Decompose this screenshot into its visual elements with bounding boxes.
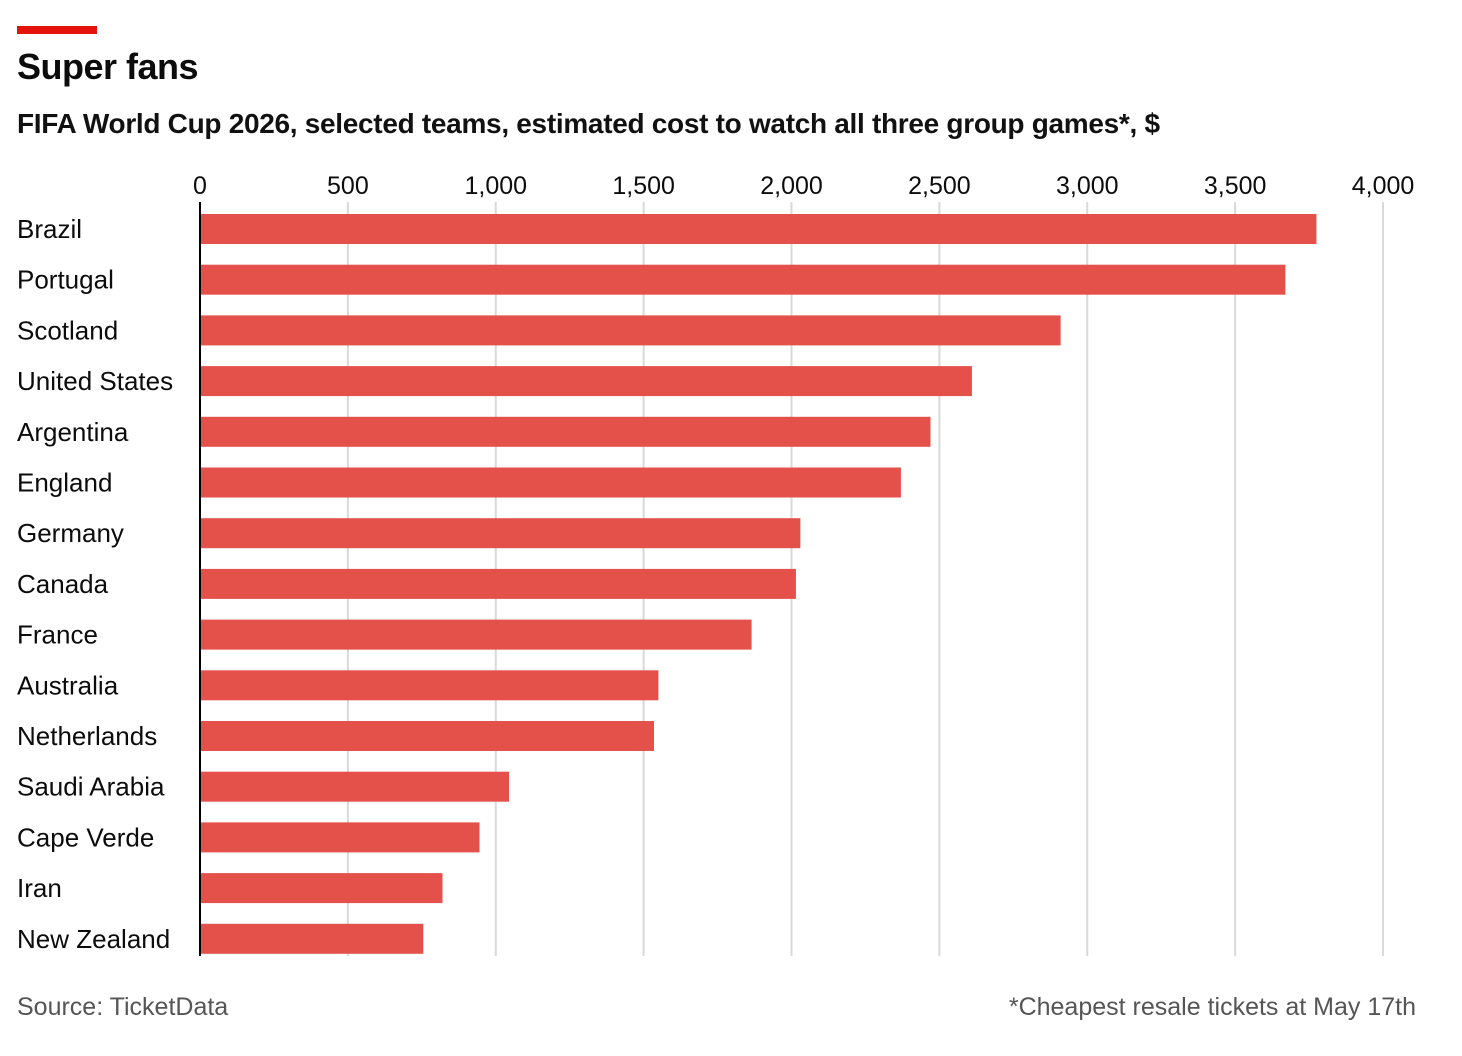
bar-brazil bbox=[200, 214, 1317, 244]
category-label: Iran bbox=[17, 873, 62, 903]
footnote: *Cheapest resale tickets at May 17th bbox=[1008, 993, 1416, 1021]
chart-subtitle: FIFA World Cup 2026, selected teams, est… bbox=[17, 108, 1160, 139]
category-label: Canada bbox=[17, 569, 109, 599]
category-label: United States bbox=[17, 366, 173, 396]
bar-france bbox=[200, 619, 752, 650]
x-tick-label: 1,000 bbox=[464, 172, 527, 200]
x-tick-label: 2,500 bbox=[908, 172, 971, 200]
bar-germany bbox=[200, 518, 801, 549]
bar-argentina bbox=[200, 416, 931, 447]
x-tick-label: 2,000 bbox=[760, 172, 823, 200]
x-tick-label: 4,000 bbox=[1352, 172, 1415, 200]
category-label: Portugal bbox=[17, 265, 114, 295]
chart-title: Super fans bbox=[17, 46, 199, 87]
bar-iran bbox=[200, 873, 443, 904]
bar-england bbox=[200, 467, 901, 498]
category-label: Netherlands bbox=[17, 721, 157, 751]
category-label: Cape Verde bbox=[17, 822, 154, 852]
category-label: Germany bbox=[17, 518, 124, 548]
bar-portugal bbox=[200, 264, 1286, 295]
bar-scotland bbox=[200, 315, 1061, 346]
category-label: New Zealand bbox=[17, 924, 170, 954]
source-note: Source: TicketData bbox=[17, 993, 229, 1021]
category-label: Saudi Arabia bbox=[17, 772, 165, 802]
x-tick-label: 1,500 bbox=[612, 172, 675, 200]
category-label: Scotland bbox=[17, 315, 118, 345]
bar-netherlands bbox=[200, 721, 654, 751]
bar-united-states bbox=[200, 366, 972, 397]
category-label: Brazil bbox=[17, 214, 82, 244]
brand-accent-bar bbox=[17, 26, 97, 34]
bar-saudi-arabia bbox=[200, 771, 510, 802]
x-tick-label: 0 bbox=[193, 172, 207, 200]
x-tick-label: 3,500 bbox=[1204, 172, 1267, 200]
bar-new-zealand bbox=[200, 923, 424, 954]
category-label: France bbox=[17, 620, 98, 650]
bar-cape-verde bbox=[200, 822, 480, 853]
bar-canada bbox=[200, 568, 796, 599]
bar-chart: 0 500 1,000 1,500 2,000 2,500 3,000 3,500 4,000 B… bbox=[17, 172, 1415, 956]
x-tick-label: 3,000 bbox=[1056, 172, 1119, 200]
category-label: England bbox=[17, 468, 112, 498]
x-tick-label: 500 bbox=[327, 172, 369, 200]
category-label: Argentina bbox=[17, 417, 129, 447]
bar-australia bbox=[200, 670, 659, 701]
category-label: Australia bbox=[17, 670, 119, 700]
